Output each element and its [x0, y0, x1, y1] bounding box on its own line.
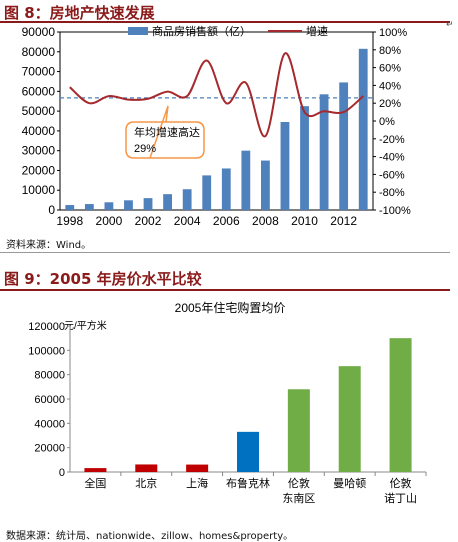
figure8-title: 图 8：房地产快速发展	[4, 4, 155, 22]
growth-line	[69, 52, 364, 138]
y-right-tick-label: -60%	[379, 169, 405, 181]
sales-bar	[202, 175, 212, 210]
x-tick-label: 1998	[56, 214, 83, 228]
sales-bar	[124, 200, 133, 210]
annotation-callout: 年均增速高达 29%	[125, 105, 205, 159]
legend-bar-label: 商品房销售额（亿）	[152, 24, 251, 38]
sales-bar	[104, 202, 114, 210]
x-tick-label: 全国	[84, 476, 106, 490]
y-left-tick-label: 50000	[22, 104, 56, 118]
legend-line-label: 增速	[306, 24, 328, 38]
y-left-tick-label: 0	[48, 203, 55, 217]
y-right-tick-label: 0%	[379, 116, 395, 128]
y-right-tick-label: -80%	[379, 187, 405, 199]
x-tick-label: 2006	[213, 214, 240, 228]
x-tick-label: 2002	[135, 214, 162, 228]
legend: 商品房销售额（亿） 增速	[128, 24, 328, 38]
x-tick-label: 东南区	[282, 492, 315, 505]
chart-title: 2005年住宅购置均价	[175, 300, 286, 315]
x-tick-label: 伦敦	[390, 476, 412, 490]
x-tick-label: 2008	[252, 214, 279, 228]
x-tick-label: 诺丁山	[384, 492, 417, 505]
sales-bar	[182, 189, 192, 210]
price-bar	[338, 366, 361, 472]
sales-bar	[261, 160, 270, 210]
y-right-tick-label: 40%	[379, 80, 401, 92]
figure8-source-rule	[0, 252, 450, 253]
figure9-title: 图 9：2005 年房价水平比较	[4, 270, 202, 288]
sales-bar	[358, 48, 368, 210]
sales-bar	[84, 204, 94, 210]
x-tick-label: 伦敦	[288, 476, 310, 490]
sales-bar	[65, 205, 75, 210]
price-bar	[186, 464, 209, 472]
sales-bar	[221, 168, 231, 210]
figure9-title-rule	[0, 289, 450, 291]
figure8-title-rule	[0, 21, 450, 23]
y-right-tick-label: -100%	[379, 205, 411, 217]
sales-bar	[163, 194, 172, 210]
price-bar	[287, 389, 310, 472]
price-bar	[135, 464, 158, 472]
figure8-source: 资料来源：Wind。	[6, 240, 92, 251]
x-tick-label: 2010	[291, 214, 318, 228]
figure9-source: 数据来源：统计局、nationwide、zillow、homes&propert…	[6, 531, 294, 542]
y-right-tick-label: 100%	[379, 27, 407, 39]
y-left-tick-label: 80000	[22, 45, 56, 59]
sales-bar	[300, 106, 309, 210]
sales-bar	[143, 198, 153, 210]
y-tick-label: 20000	[34, 443, 65, 455]
y-right-tick-label: 80%	[379, 45, 401, 57]
sales-bar	[241, 150, 251, 210]
sales-bar	[280, 121, 290, 210]
x-tick-label: 2012	[330, 214, 357, 228]
annotation-box	[125, 105, 205, 159]
y-right-tick-label: 60%	[379, 63, 401, 75]
y-tick-label: 120000	[28, 321, 65, 333]
paragraph-mark: ↵	[446, 20, 454, 30]
y-tick-label: 100000	[28, 345, 65, 357]
x-tick-label: 上海	[186, 476, 208, 490]
y-right-tick-label: -20%	[379, 134, 405, 146]
annotation-text-line1: 年均增速高达	[134, 125, 200, 139]
x-tick-label: 布鲁克林	[226, 476, 270, 490]
y-tick-label: 60000	[34, 394, 65, 406]
y-left-tick-label: 90000	[22, 25, 56, 39]
x-tick-label: 2004	[174, 214, 201, 228]
legend-bar-swatch	[128, 27, 148, 35]
annotation-text-line2: 29%	[134, 143, 156, 155]
x-tick-label: 2000	[96, 214, 123, 228]
y-left-tick-label: 70000	[22, 65, 56, 79]
y-axis-unit: 元/平方米	[64, 319, 107, 332]
y-tick-label: 40000	[34, 418, 65, 430]
y-left-tick-label: 60000	[22, 84, 56, 98]
y-tick-label: 80000	[34, 370, 65, 382]
y-tick-label: 0	[59, 467, 65, 479]
y-left-tick-label: 10000	[22, 183, 56, 197]
x-tick-label: 曼哈顿	[333, 476, 366, 490]
y-right-tick-label: -40%	[379, 152, 405, 164]
sales-bar	[319, 94, 329, 210]
x-tick-label: 北京	[135, 476, 157, 490]
sales-bar	[339, 82, 349, 210]
price-bar	[237, 431, 259, 472]
y-left-tick-label: 20000	[22, 163, 56, 177]
y-left-tick-label: 30000	[22, 144, 56, 158]
chart-real-estate-sales: 0 10000 20000 30000 40000 50000 60000 70000 8000…	[22, 24, 411, 228]
y-left-tick-label: 40000	[22, 124, 56, 138]
y-right-tick-label: 20%	[379, 98, 401, 110]
price-bar	[84, 468, 107, 472]
price-bar	[389, 338, 412, 472]
